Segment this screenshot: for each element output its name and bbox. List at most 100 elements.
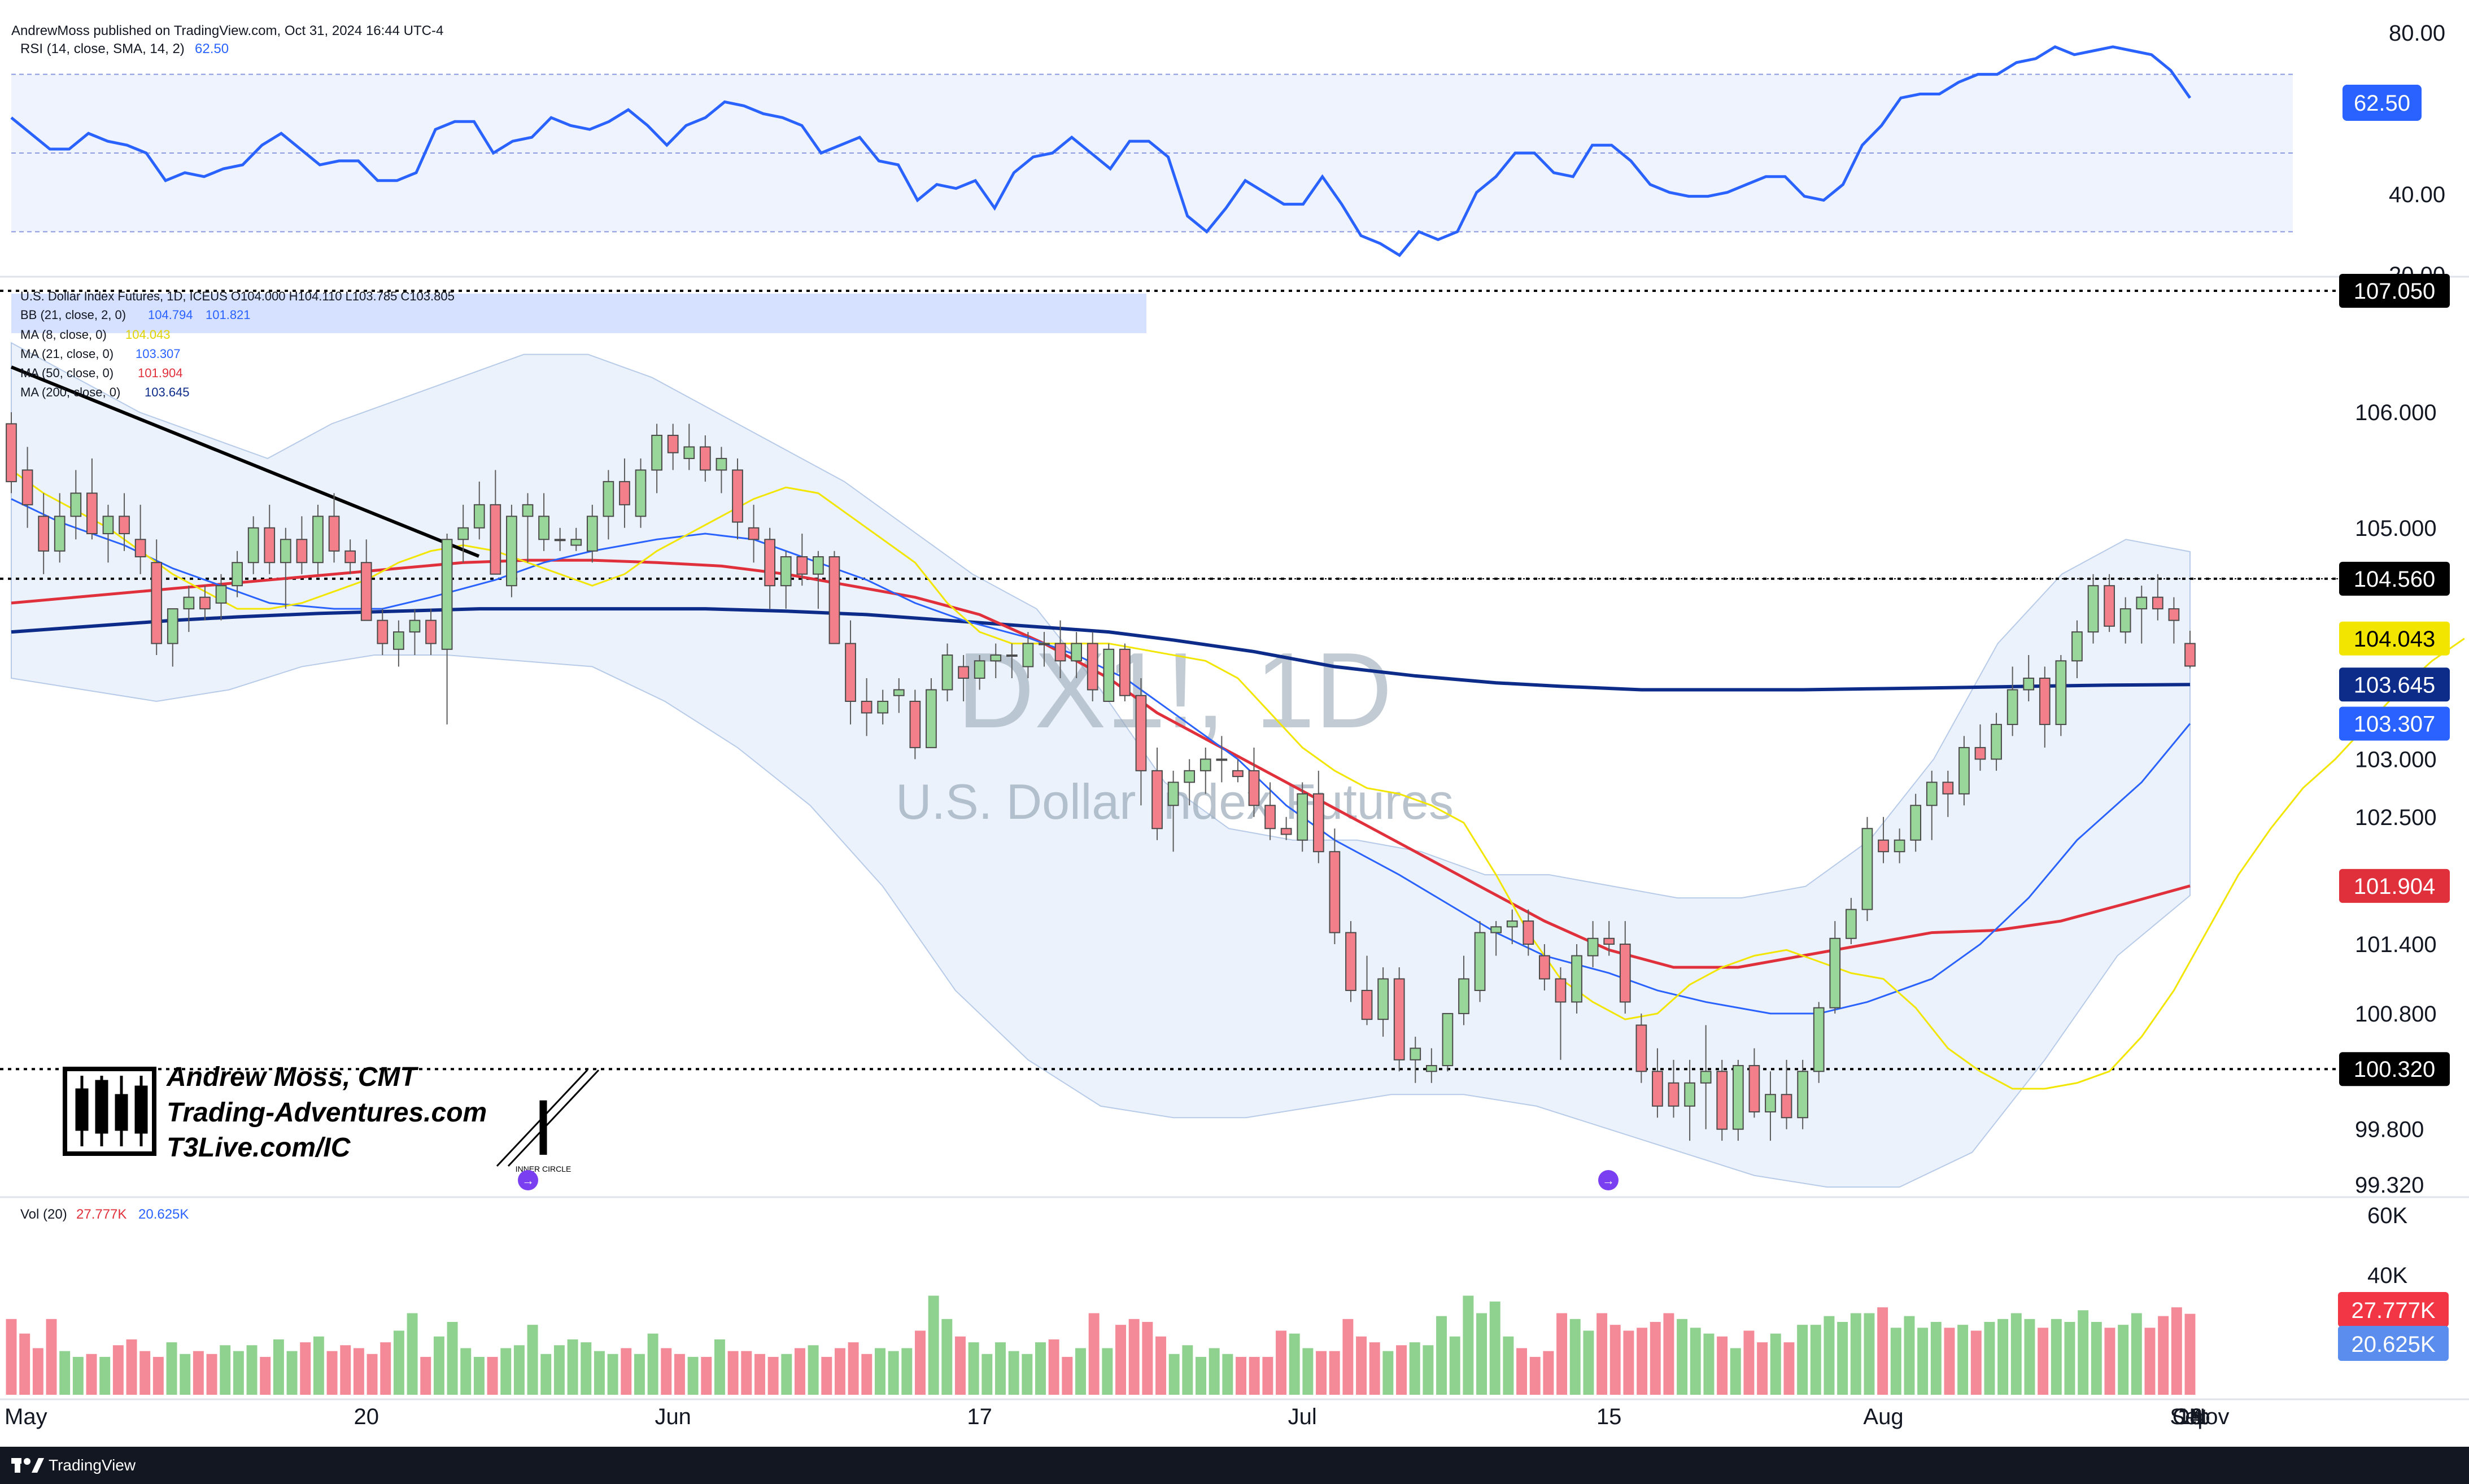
volume-bar <box>1356 1336 1367 1395</box>
volume-bar <box>1075 1348 1086 1395</box>
price-pane[interactable]: DX1!, 1D U.S. Dollar Index Futures U.S. … <box>0 289 2465 1190</box>
candle <box>1991 713 2002 771</box>
candle <box>1361 955 1373 1025</box>
candle <box>813 551 824 609</box>
candle <box>215 574 227 621</box>
volume-bar <box>1637 1328 1648 1395</box>
price-axis-tick: 106.000 <box>2355 400 2437 425</box>
volume-bar <box>1650 1321 1661 1395</box>
candle <box>441 534 453 724</box>
candle <box>1894 828 1905 863</box>
candle <box>990 643 1002 679</box>
volume-bar <box>99 1356 111 1395</box>
volume-bar <box>1970 1330 1982 1395</box>
volume-bar <box>407 1313 418 1395</box>
candle <box>1781 1059 1792 1129</box>
rsi-axis-tick: 40.00 <box>2389 182 2445 207</box>
trendline[interactable] <box>10 365 480 558</box>
volume-bar <box>1609 1325 1621 1395</box>
candle <box>1797 1059 1808 1129</box>
volume-bar <box>701 1356 712 1395</box>
candle <box>377 609 389 656</box>
candle <box>409 609 421 656</box>
volume-bar <box>1850 1313 1861 1395</box>
rsi-pane[interactable]: AndrewMoss published on TradingView.com,… <box>10 23 2293 257</box>
candle <box>2104 574 2115 632</box>
volume-axis-tick: 60K <box>2367 1203 2407 1228</box>
candle <box>2119 597 2131 644</box>
candle <box>134 504 146 574</box>
volume-bar <box>901 1348 913 1395</box>
candle <box>1199 747 1211 794</box>
candle <box>1184 759 1196 806</box>
candle <box>1135 678 1147 806</box>
volume-bar <box>1717 1336 1728 1395</box>
candle <box>86 458 98 540</box>
volume-bar <box>260 1356 271 1395</box>
candle <box>2071 620 2083 679</box>
volume-bar <box>1142 1321 1153 1395</box>
event-marker-icon[interactable]: → <box>1598 1170 1619 1190</box>
volume-bar <box>1209 1348 1220 1395</box>
time-axis-label: 17 <box>967 1404 992 1429</box>
candle <box>1506 909 1518 945</box>
volume-bar <box>968 1342 979 1395</box>
volume-bar <box>326 1351 338 1395</box>
volume-bar <box>1463 1295 1474 1395</box>
volume-bar <box>874 1348 885 1395</box>
volume-bar <box>982 1354 993 1395</box>
price-axis-tick: 100.800 <box>2355 1002 2437 1027</box>
candle <box>522 493 534 563</box>
volume-bar <box>1703 1333 1715 1395</box>
time-axis-label: Jun <box>655 1404 691 1429</box>
volume-bar <box>1757 1342 1768 1395</box>
volume-bar <box>152 1356 164 1395</box>
price-axis-tick: 102.500 <box>2355 805 2437 830</box>
price-tag-text: 107.050 <box>2354 279 2436 304</box>
candle <box>603 470 614 540</box>
volume-bar <box>2104 1328 2115 1395</box>
logo-candles-icon <box>75 1076 148 1146</box>
volume-bar <box>674 1354 685 1395</box>
volume-pane[interactable]: Vol (20) 27.777K 20.625K <box>6 1207 2196 1395</box>
event-marker-icon[interactable]: → <box>518 1170 538 1190</box>
candle <box>1410 1036 1421 1083</box>
volume-bar <box>1837 1321 1848 1395</box>
volume-bar <box>180 1354 191 1395</box>
candle <box>102 504 114 563</box>
candle <box>538 493 549 551</box>
rsi-axis-tick: 80.00 <box>2389 21 2445 46</box>
volume-tag-1-text: 27.777K <box>2351 1298 2435 1323</box>
price-tag-text: 103.307 <box>2354 712 2436 737</box>
volume-bar <box>1864 1313 1875 1395</box>
volume-bar <box>1743 1330 1755 1395</box>
volume-bar <box>995 1342 1006 1395</box>
candle <box>1878 817 1889 863</box>
price-axis-tick: 99.800 <box>2355 1118 2424 1142</box>
candle <box>1167 770 1179 852</box>
rsi-price-tag <box>2343 85 2422 121</box>
volume-bar <box>220 1345 231 1395</box>
price-axis[interactable]: 80.00 40.00 20.00 62.50 106.000105.00010… <box>2338 21 2450 1361</box>
volume-bar <box>1569 1319 1581 1395</box>
candle <box>2006 666 2018 736</box>
volume-bar <box>2091 1321 2102 1395</box>
volume-bar <box>1222 1354 1233 1395</box>
volume-bar <box>1329 1351 1340 1395</box>
svg-text:I: I <box>533 1083 555 1172</box>
candle <box>877 689 889 724</box>
volume-bar <box>1236 1356 1246 1395</box>
volume-tag-2-text: 20.625K <box>2351 1332 2435 1357</box>
volume-bar <box>2184 1313 2196 1395</box>
volume-bar <box>393 1330 404 1395</box>
rsi-line <box>10 45 2192 257</box>
candle <box>780 551 792 609</box>
ma21-line <box>11 498 2191 1015</box>
candle <box>1071 632 1082 679</box>
volume-bar <box>1730 1348 1741 1395</box>
candle <box>280 527 291 609</box>
candle <box>1039 632 1050 667</box>
price-axis-tick: 105.000 <box>2355 516 2437 541</box>
